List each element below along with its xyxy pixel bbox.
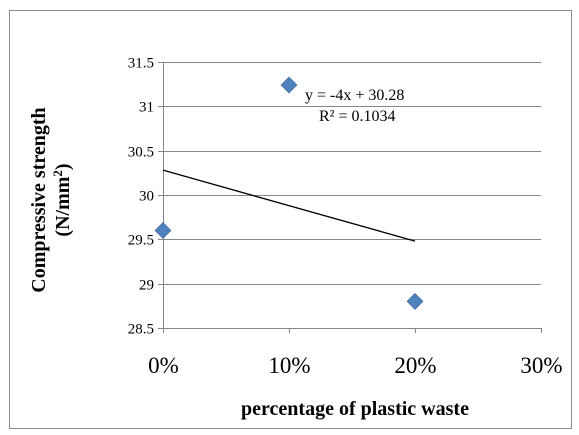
gridlines xyxy=(163,62,541,285)
y-tick-label: 31 xyxy=(139,100,154,116)
y-tick-label: 31.5 xyxy=(128,56,154,72)
data-points xyxy=(154,76,424,310)
trendline xyxy=(162,169,416,242)
y-tick-label: 30.5 xyxy=(128,145,154,161)
x-tick-labels: 0% 10% 20% 30% xyxy=(148,353,562,378)
y-tick-label: 29.5 xyxy=(128,233,154,249)
x-tick-label: 10% xyxy=(268,353,310,378)
data-point xyxy=(280,76,298,94)
y-axis-title-line2: (N/mm2) xyxy=(50,163,74,236)
x-tick-label: 20% xyxy=(394,353,436,378)
y-tick-label: 28.5 xyxy=(128,322,154,338)
y-tick-label: 30 xyxy=(139,189,154,205)
y-tick-labels: 28.5 29 29.5 30 30.5 31 31.5 xyxy=(128,56,154,338)
data-point xyxy=(406,292,424,310)
y-axis-title-line1: Compressive strength xyxy=(28,107,50,292)
trendline-equation: y = -4x + 30.28 xyxy=(305,87,404,104)
trendline-group xyxy=(162,169,416,242)
x-tick-label: 0% xyxy=(148,353,179,378)
y-tick-label: 29 xyxy=(139,278,154,294)
y-axis-title: Compressive strength (N/mm2) xyxy=(28,107,74,292)
trendline-r-squared: R² = 0.1034 xyxy=(319,108,396,125)
axes xyxy=(158,62,542,333)
x-tick-label: 30% xyxy=(520,353,562,378)
x-axis-title: percentage of plastic waste xyxy=(241,398,469,420)
data-point xyxy=(154,222,172,239)
